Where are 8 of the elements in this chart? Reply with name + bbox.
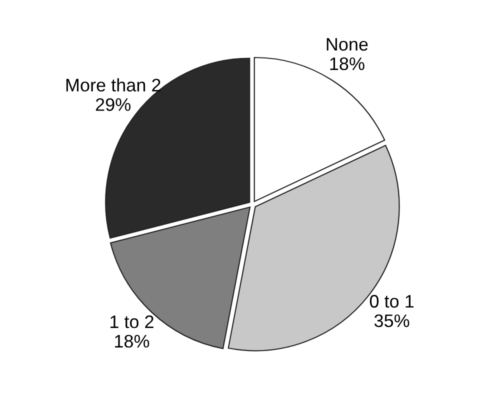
slice-label: 0 to 1 — [370, 294, 414, 308]
slice-label: None — [326, 38, 368, 51]
slice-label: More than 2 — [66, 78, 160, 92]
slice-label: 1 to 2 — [110, 315, 154, 328]
data-label: 35% — [374, 314, 410, 328]
data-label: 18% — [330, 57, 364, 70]
data-label: 18% — [115, 334, 150, 348]
data-label: 29% — [96, 98, 131, 111]
